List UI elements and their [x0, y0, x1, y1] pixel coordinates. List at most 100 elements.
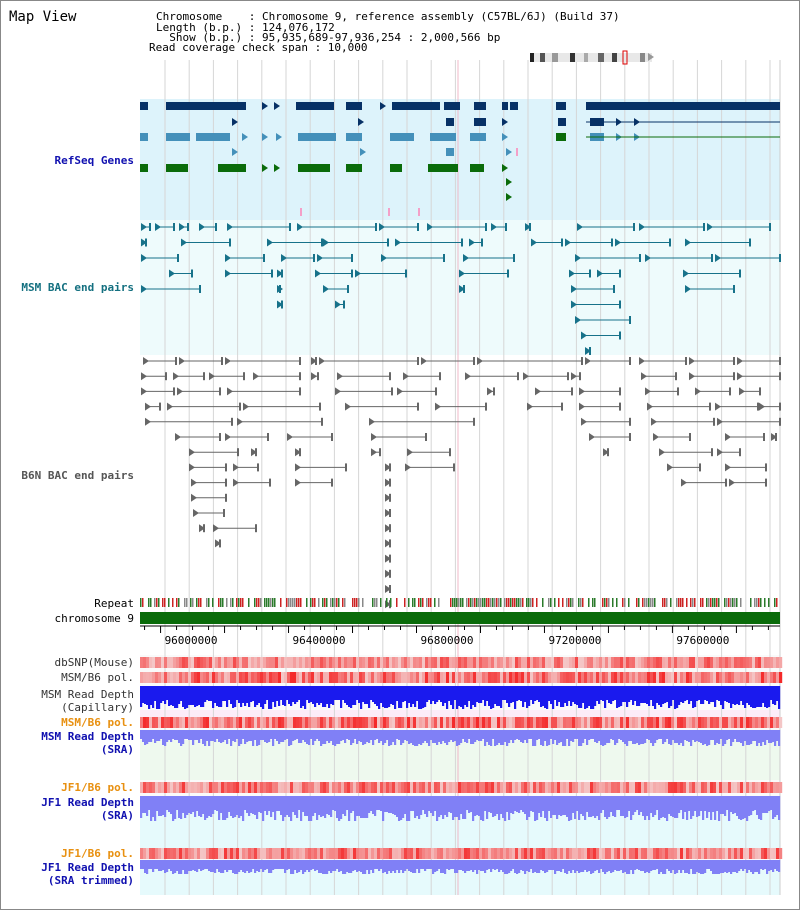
- b6n-bac-end-mark: [389, 539, 391, 548]
- jf1-depth-sra-bar: [594, 796, 597, 818]
- msm-depth-sra-bar: [704, 730, 707, 744]
- jf1-depth-sra-bar: [502, 796, 505, 818]
- jf1-depth-trimmed-bar: [384, 860, 387, 872]
- gene-exon: [346, 102, 362, 110]
- msm-pol-strip-1-cell: [257, 672, 261, 683]
- jf1-depth-trimmed-bar: [710, 860, 713, 871]
- msm-depth-capillary-bar: [400, 686, 403, 708]
- track-label-refseq-genes[interactable]: RefSeq Genes: [54, 154, 134, 167]
- repeat-mark: [714, 598, 716, 607]
- jf1-depth-sra-bar: [572, 796, 575, 813]
- jf1-pol-strip-1-cell: [383, 782, 387, 793]
- jf1-pol-strip-1-cell: [527, 782, 531, 793]
- msm-depth-sra-bar: [762, 730, 765, 742]
- b6n-bac-end-icon: [237, 417, 243, 426]
- jf1-pol-strip-2-cell: [290, 848, 294, 859]
- msm-depth-sra-bar: [466, 730, 469, 743]
- jf1-depth-trimmed-bar: [424, 860, 427, 871]
- track-label-repeat[interactable]: Repeat: [94, 597, 134, 610]
- track-label-msm-pol-1[interactable]: MSM/B6 pol.: [61, 671, 134, 684]
- jf1-pol-strip-2-cell: [392, 848, 396, 859]
- msm-bac-end-icon: [571, 285, 577, 293]
- msm-depth-sra-bar: [604, 730, 607, 745]
- b6n-bac-end-icon: [209, 372, 215, 381]
- repeat-mark: [774, 598, 776, 607]
- repeat-mark: [454, 598, 456, 607]
- msm-depth-capillary-bar: [522, 686, 525, 707]
- msm-pol-strip-2-cell: [305, 717, 309, 728]
- track-label-jf1-pol-1[interactable]: JF1/B6 pol.: [61, 781, 134, 794]
- msm-bac-end-icon: [531, 238, 537, 247]
- msm-pol-strip-1-cell: [695, 672, 699, 683]
- jf1-pol-strip-2-cell: [278, 848, 282, 859]
- jf1-pol-strip-2-cell: [656, 848, 660, 859]
- jf1-depth-sra-bar: [442, 796, 445, 819]
- track-label-jf1-pol-2[interactable]: JF1/B6 pol.: [61, 847, 134, 860]
- jf1-depth-sra-bar: [268, 796, 271, 811]
- jf1-pol-strip-2-cell: [680, 848, 684, 859]
- dbsnp-strip-cell: [686, 657, 690, 668]
- jf1-depth-sra-bar: [334, 796, 337, 811]
- msm-pol-strip-2-cell: [728, 717, 732, 728]
- msm-depth-capillary-bar: [774, 686, 777, 705]
- b6n-bac-end-icon: [191, 478, 197, 487]
- msm-pol-strip-1-cell: [683, 672, 687, 683]
- msm-bac-end-mark: [739, 269, 741, 278]
- msm-depth-capillary-bar: [632, 686, 635, 705]
- jf1-depth-trimmed-bar: [268, 860, 271, 873]
- track-label-chromosome[interactable]: chromosome 9: [54, 612, 134, 625]
- gene-exon: [446, 148, 454, 156]
- jf1-depth-sra-bar: [222, 796, 225, 820]
- jf1-depth-sra-bar: [274, 796, 277, 820]
- track-label-jf1-depth-trim[interactable]: JF1 Read Depth: [41, 861, 134, 874]
- jf1-pol-strip-2-cell: [302, 848, 306, 859]
- jf1-pol-strip-2-cell: [167, 848, 171, 859]
- track-label-b6n-bac[interactable]: B6N BAC end pairs: [21, 469, 134, 482]
- track-label-dbsnp[interactable]: dbSNP(Mouse): [54, 656, 134, 669]
- b6n-bac-end-mark: [699, 463, 701, 472]
- b6n-bac-end-icon: [311, 372, 317, 381]
- b6n-bac-end-mark: [255, 524, 257, 533]
- track-label-jf1-depth-sra[interactable]: JF1 Read Depth: [41, 796, 134, 809]
- msm-depth-sra-bar: [440, 730, 443, 744]
- jf1-pol-strip-1-cell: [512, 782, 516, 793]
- repeat-mark: [664, 598, 666, 607]
- track-label-msm-depth-sra[interactable]: MSM Read Depth: [41, 730, 134, 743]
- msm-depth-capillary-bar: [326, 686, 329, 704]
- gene-exon: [474, 102, 486, 110]
- jf1-depth-trimmed-bar: [724, 860, 727, 872]
- msm-depth-sra-bar: [776, 730, 779, 741]
- msm-pol-strip-2-cell: [323, 717, 327, 728]
- msm-pol-strip-1-cell: [776, 672, 780, 683]
- msm-pol-strip-1-cell: [191, 672, 195, 683]
- jf1-pol-strip-1-cell: [224, 782, 228, 793]
- msm-depth-capillary-bar: [700, 686, 703, 704]
- msm-depth-sra-bar: [278, 730, 281, 744]
- msm-pol-strip-1-cell: [143, 672, 147, 683]
- jf1-pol-strip-1-cell: [491, 782, 495, 793]
- jf1-depth-sra-bar: [664, 796, 667, 818]
- dbsnp-strip-cell: [419, 657, 423, 668]
- b6n-bac-end-icon: [233, 463, 239, 472]
- msm-depth-sra-bar: [140, 730, 143, 739]
- msm-pol-strip-2-cell: [179, 717, 183, 728]
- jf1-pol-strip-1-cell: [251, 782, 255, 793]
- ideogram-body: [530, 53, 652, 62]
- jf1-pol-strip-2-cell: [539, 848, 543, 859]
- track-label-msm-depth-cap[interactable]: MSM Read Depth: [41, 688, 134, 701]
- track-label-msm-bac[interactable]: MSM BAC end pairs: [21, 281, 134, 294]
- jf1-pol-strip-1-cell: [743, 782, 747, 793]
- jf1-depth-sra-bar: [634, 796, 637, 812]
- jf1-depth-sra-bar: [652, 796, 655, 817]
- msm-depth-sra-bar: [212, 730, 215, 741]
- msm-bac-end-mark: [481, 238, 483, 247]
- jf1-depth-trimmed-bar: [382, 860, 385, 873]
- jf1-depth-trimmed-bar: [590, 860, 593, 874]
- gene-marker: [418, 208, 420, 216]
- dbsnp-strip-cell: [314, 657, 318, 668]
- b6n-bac-end-icon: [689, 372, 695, 381]
- track-label-msm-pol-2[interactable]: MSM/B6 pol.: [61, 716, 134, 729]
- jf1-pol-strip-1-cell: [380, 782, 384, 793]
- jf1-depth-sra-bar: [516, 796, 519, 812]
- jf1-pol-strip-2-cell: [506, 848, 510, 859]
